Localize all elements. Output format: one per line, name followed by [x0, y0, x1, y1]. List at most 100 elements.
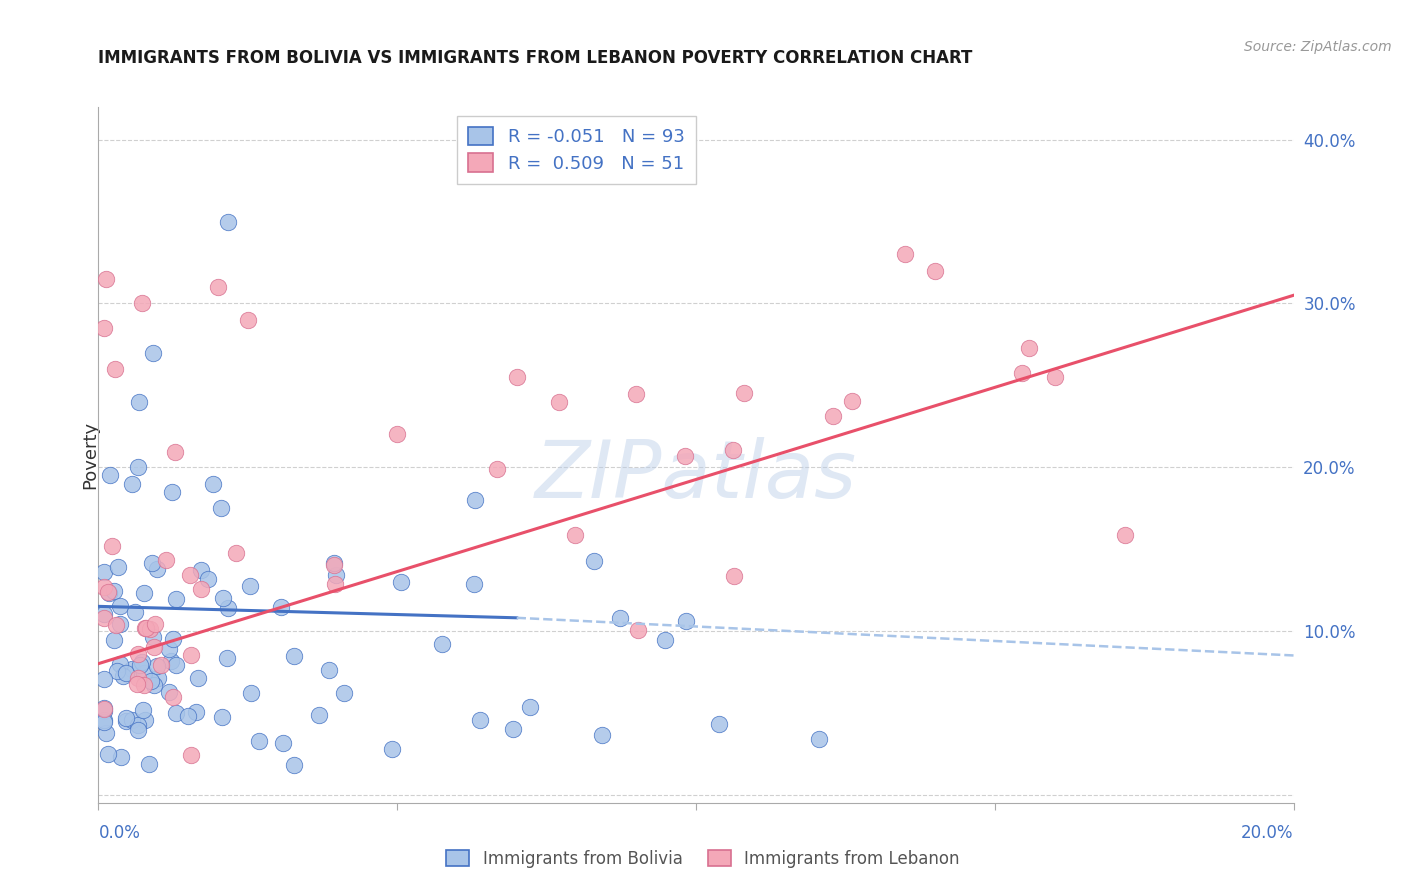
Point [104, 362, 127, 376]
Y-axis label: Poverty: Poverty [82, 421, 98, 489]
Point [97, 586, 120, 600]
Point [107, 560, 129, 574]
Point [464, 492, 486, 507]
Point [142, 630, 165, 644]
Point [485, 462, 508, 476]
Point [283, 649, 305, 664]
Point [1011, 367, 1033, 381]
Point [110, 657, 132, 671]
Point [673, 449, 696, 463]
Point [654, 633, 676, 648]
Point [583, 554, 606, 568]
Point [322, 558, 344, 572]
Point [894, 247, 917, 261]
Text: ZIPatlas: ZIPatlas [534, 437, 858, 515]
Point [270, 600, 292, 615]
Point [104, 618, 127, 632]
Point [108, 599, 131, 614]
Point [131, 655, 153, 669]
Point [103, 633, 125, 648]
Point [93, 704, 115, 718]
Point [127, 671, 149, 685]
Point [215, 650, 238, 665]
Point [157, 642, 180, 657]
Point [211, 710, 233, 724]
Point [114, 665, 136, 680]
Point [162, 690, 184, 705]
Point [202, 476, 225, 491]
Point [609, 611, 631, 625]
Point [165, 658, 187, 673]
Point [165, 706, 187, 721]
Point [134, 713, 156, 727]
Point [179, 568, 201, 582]
Point [159, 655, 181, 669]
Point [308, 707, 330, 722]
Point [127, 676, 149, 690]
Point [823, 409, 845, 423]
Point [100, 539, 122, 553]
Point [325, 568, 347, 582]
Point [548, 395, 571, 409]
Point [127, 723, 149, 738]
Point [121, 713, 143, 727]
Point [111, 669, 134, 683]
Point [149, 657, 172, 672]
Point [723, 569, 745, 583]
Point [110, 750, 132, 764]
Point [271, 735, 294, 749]
Point [132, 703, 155, 717]
Point [135, 621, 157, 635]
Point [283, 758, 305, 772]
Point [139, 622, 162, 636]
Legend: Immigrants from Bolivia, Immigrants from Lebanon: Immigrants from Bolivia, Immigrants from… [440, 844, 966, 875]
Point [142, 345, 165, 359]
Point [127, 647, 149, 661]
Point [93, 701, 115, 715]
Legend: R = -0.051   N = 93, R =  0.509   N = 51: R = -0.051 N = 93, R = 0.509 N = 51 [457, 116, 696, 184]
Point [155, 553, 177, 567]
Point [624, 386, 647, 401]
Point [240, 686, 263, 700]
Point [134, 586, 156, 600]
Text: Source: ZipAtlas.com: Source: ZipAtlas.com [1244, 40, 1392, 54]
Point [128, 658, 150, 673]
Point [924, 264, 946, 278]
Point [127, 460, 149, 475]
Point [180, 747, 202, 762]
Point [162, 632, 184, 646]
Point [145, 562, 167, 576]
Point [141, 556, 163, 570]
Point [841, 394, 863, 409]
Point [239, 579, 262, 593]
Point [160, 484, 183, 499]
Point [1018, 341, 1040, 355]
Point [143, 678, 166, 692]
Point [675, 614, 697, 628]
Point [707, 716, 730, 731]
Point [463, 577, 485, 591]
Point [127, 717, 149, 731]
Point [381, 741, 404, 756]
Point [142, 640, 165, 654]
Point [115, 711, 138, 725]
Text: IMMIGRANTS FROM BOLIVIA VS IMMIGRANTS FROM LEBANON POVERTY CORRELATION CHART: IMMIGRANTS FROM BOLIVIA VS IMMIGRANTS FR… [98, 49, 973, 67]
Point [97, 747, 120, 762]
Point [143, 617, 166, 632]
Point [225, 546, 247, 560]
Point [217, 600, 239, 615]
Point [389, 575, 412, 590]
Point [165, 592, 187, 607]
Point [177, 709, 200, 723]
Point [157, 685, 180, 699]
Point [139, 674, 162, 689]
Point [236, 313, 259, 327]
Point [138, 757, 160, 772]
Point [323, 577, 346, 591]
Point [190, 582, 212, 597]
Point [506, 370, 529, 384]
Point [1114, 528, 1136, 542]
Point [108, 616, 131, 631]
Point [808, 732, 831, 747]
Point [145, 659, 167, 673]
